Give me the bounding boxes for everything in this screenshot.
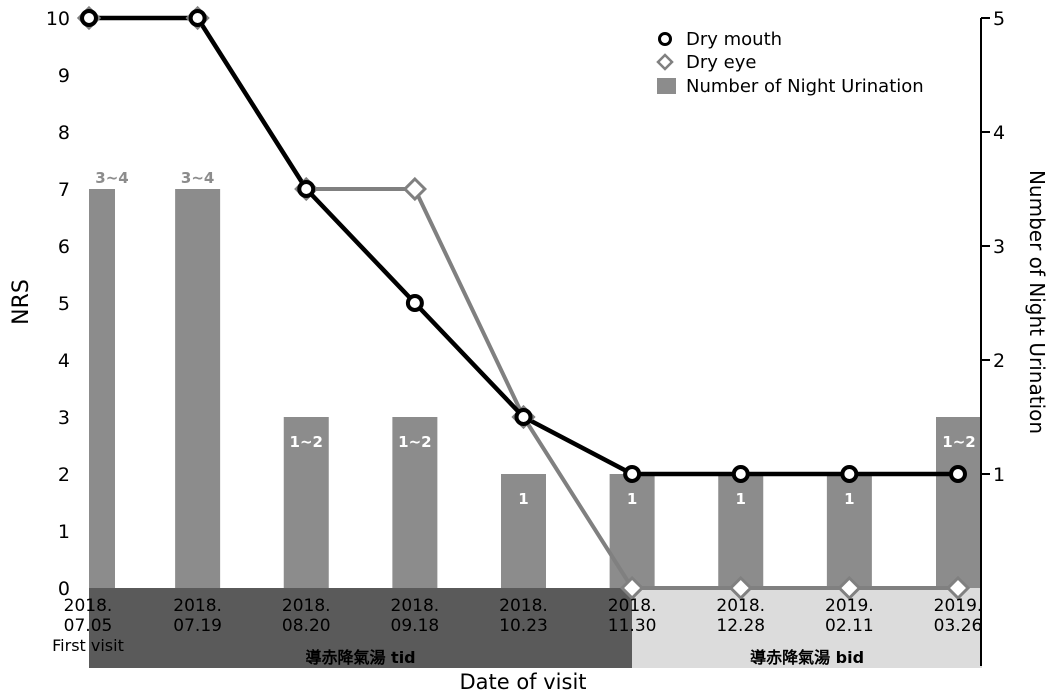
dry-mouth-point [623,465,642,483]
left-y-tick-label: 2 [58,464,70,486]
night-urination-bar-label: 1 [736,490,746,508]
legend-label-dry-eye: Dry eye [686,52,756,73]
dry-mouth-point [731,465,750,483]
left-y-tick-label: 0 [58,578,70,600]
night-urination-bar-label: 1 [627,490,637,508]
x-tick-label-year: 2018. [173,596,222,616]
treatment-band [89,588,633,668]
x-tick-label-year: 2018. [608,596,657,616]
left-y-tick-label: 6 [58,236,70,258]
left-y-tick-label: 10 [46,8,70,30]
y-axis-right-title: Number of Night Urination [1025,170,1049,434]
dry-mouth-point [188,9,207,27]
dry-mouth-point [514,408,533,426]
night-urination-bar [826,474,872,588]
x-tick-label-year: 2018. [391,596,440,616]
legend-label-night-urination: Number of Night Urination [686,76,924,97]
night-urination-bar-label: 1~2 [398,433,431,451]
dry-eye-point [837,575,862,601]
legend-item-night-urination: Number of Night Urination [657,76,924,97]
x-tick-label-date: 09.18 [391,616,440,636]
x-tick-label-year: 2018. [64,596,113,616]
night-urination-bars: 3~4 3~4 1~2 1~2 1 1 1 1 1~2 [89,169,982,588]
right-y-tick-label: 4 [993,122,1005,144]
series-lines [76,5,971,601]
legend: Dry mouth Dry eye Number of Night Urinat… [656,29,924,97]
axes: 0 1 2 3 4 5 6 7 8 9 10 1 2 3 4 5 [46,8,1005,666]
treatment-band-label: 導赤降氣湯 bid [750,648,864,667]
night-urination-bar [175,189,221,588]
night-urination-bar-label: 3~4 [181,169,214,187]
night-urination-bar [89,189,115,588]
dry-eye-point [728,575,753,601]
legend-circle-marker [658,32,672,46]
night-urination-bar [609,474,655,588]
x-tick-label-date: 12.28 [716,616,765,636]
x-tick-label-date: 03.26 [934,616,983,636]
x-tick-label-date: 07.05 [64,616,113,636]
treatment-band-label: 導赤降氣湯 tid [305,648,415,667]
x-tick-labels: 2018.07.052018.07.192018.08.202018.09.18… [64,596,983,636]
left-y-tick-label: 7 [58,179,70,201]
treatment-band [632,588,982,668]
x-tick-label-year: 2018. [716,596,765,616]
legend-bar-swatch [657,78,676,94]
x-tick-label-year: 2018. [499,596,548,616]
legend-item-dry-eye: Dry eye [656,52,756,73]
dry-mouth-point [405,294,424,312]
right-y-tick-label: 1 [993,464,1005,486]
dry-mouth-point [80,9,98,27]
x-tick-label-year: 2019. [825,596,874,616]
night-urination-bar-label: 3~4 [95,169,128,187]
night-urination-bar-label: 1 [844,490,854,508]
right-y-tick-label: 2 [993,350,1005,372]
x-axis-title: Date of visit [459,670,586,694]
legend-item-dry-mouth: Dry mouth [658,29,782,50]
right-y-tick-label: 3 [993,236,1005,258]
legend-label-dry-mouth: Dry mouth [686,29,782,50]
right-y-tick-label: 5 [993,8,1005,30]
x-tick-label-date: 07.19 [173,616,222,636]
night-urination-bar-label: 1~2 [942,433,975,451]
x-tick-label-year: 2019. [934,596,983,616]
treatment-bands: 導赤降氣湯 tid 導赤降氣湯 bid [89,588,982,668]
x-tick-label-date: 11.30 [608,616,657,636]
left-y-tick-label: 8 [58,122,70,144]
x-tick-label-date: 02.11 [825,616,874,636]
left-y-tick-label: 1 [58,521,70,543]
first-visit-label: First visit [52,636,124,655]
night-urination-bar-label: 1 [518,490,528,508]
left-y-tick-label: 3 [58,407,70,429]
night-urination-bar [283,417,329,588]
dry-mouth-point [949,465,967,483]
dry-eye-point [620,575,645,601]
night-urination-bar [718,474,764,588]
x-tick-label-year: 2018. [282,596,331,616]
night-urination-bar [501,474,546,588]
dry-eye-point [945,575,971,601]
night-urination-bar-label: 1~2 [290,433,323,451]
dry-mouth-point [840,465,859,483]
legend-diamond-marker [656,53,674,71]
night-urination-bar [392,417,438,588]
dry-mouth-point [297,180,316,198]
y-axis-left-title: NRS [9,279,34,325]
left-y-tick-label: 9 [58,65,70,87]
night-urination-bar [936,417,982,588]
x-tick-label-date: 08.20 [282,616,331,636]
left-y-tick-label: 5 [58,293,70,315]
left-y-tick-label: 4 [58,350,70,372]
dry-eye-point [402,176,427,202]
x-tick-label-date: 10.23 [499,616,548,636]
